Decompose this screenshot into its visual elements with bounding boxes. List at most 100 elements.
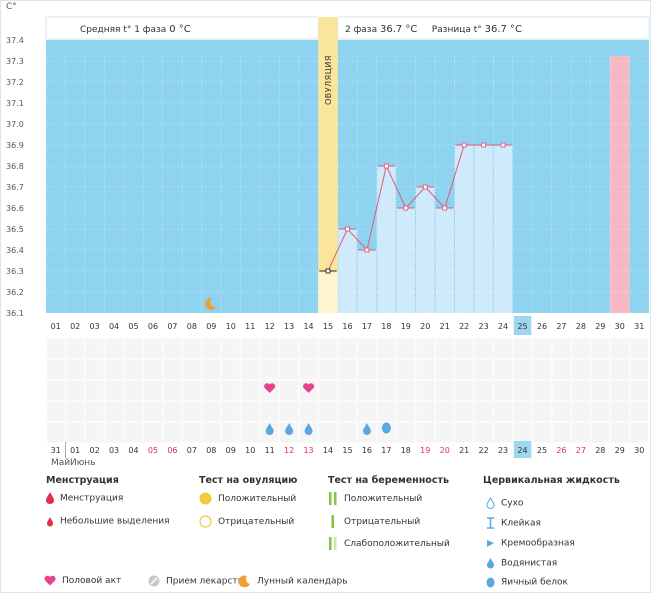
notes-cell [552, 423, 571, 442]
cycle-day-label: 22 [459, 322, 469, 331]
notes-cell [630, 339, 648, 358]
notes-cell [183, 339, 201, 358]
notes-cell [299, 339, 318, 358]
notes-cell [630, 360, 648, 379]
legend-cf-watery: Водянистая [486, 557, 557, 569]
y-tick-label: 37.3 [6, 57, 24, 66]
notes-cell [455, 423, 473, 442]
phase2-value: 36.7 °C [379, 24, 418, 35]
notes-cell [533, 423, 551, 442]
notes-cell [241, 423, 259, 442]
notes-cell [222, 360, 240, 379]
temperature-column [493, 145, 513, 313]
notes-cell [163, 423, 182, 442]
notes-cell [338, 360, 357, 379]
notes-cell [202, 423, 221, 442]
calendar-date-label: 19 [420, 446, 430, 455]
notes-cell [163, 360, 182, 379]
notes-cell [144, 423, 162, 442]
cycle-day-label: 14 [303, 322, 313, 331]
temperature-point [500, 142, 506, 148]
notes-cell [572, 402, 590, 421]
notes-cell [436, 360, 454, 379]
calendar-date-label: 08 [206, 446, 216, 455]
notes-cell [474, 423, 493, 442]
notes-cell [105, 381, 123, 400]
legend-pr-weak: Слабоположительный [328, 537, 450, 550]
notes-cell [377, 339, 396, 358]
calendar-date-label: 04 [128, 446, 138, 455]
notes-cell [397, 381, 415, 400]
notes-cell [85, 381, 104, 400]
notes-cell [280, 402, 298, 421]
phase2-label: 2 фаза [345, 25, 378, 35]
notes-cell [494, 402, 512, 421]
heart-icon [303, 383, 315, 393]
notes-cell [358, 360, 376, 379]
calendar-date-label: 23 [498, 446, 508, 455]
notes-cell [611, 402, 629, 421]
calendar-date-label: 28 [595, 446, 605, 455]
phase1-label: Средняя t° 1 фаза [80, 25, 167, 35]
notes-cell [241, 360, 259, 379]
legend-menstruation: Менструация [46, 492, 123, 504]
notes-cell [47, 339, 65, 358]
notes-cell [144, 360, 162, 379]
notes-cell [611, 360, 629, 379]
temperature-column [416, 187, 435, 313]
notes-cell [241, 402, 259, 421]
notes-cell [358, 339, 376, 358]
calendar-date-label: 31 [51, 446, 61, 455]
calendar-date-label: 05 [148, 446, 158, 455]
small-blood-drop-icon [47, 517, 53, 527]
creamy-icon [487, 540, 494, 547]
calendar-date-label: 07 [187, 446, 197, 455]
cycle-day-label: 01 [51, 322, 61, 331]
legend-pr-negative: Отрицательный [328, 515, 420, 528]
cycle-day-label: 18 [381, 322, 391, 331]
cycle-day-label: 03 [90, 322, 100, 331]
egg-white-icon [381, 422, 391, 434]
temperature-point [364, 247, 370, 253]
notes-cell [572, 381, 590, 400]
notes-cell [533, 381, 551, 400]
moon-icon [238, 575, 250, 587]
notes-cell [241, 339, 259, 358]
notes-cell [494, 360, 512, 379]
calendar-date-label: 22 [479, 446, 489, 455]
notes-cell [338, 339, 357, 358]
calendar-date-label: 27 [576, 446, 586, 455]
ovulation-negative-icon [199, 515, 212, 528]
y-tick-label: 36.6 [6, 204, 24, 213]
calendar-date-label: 03 [109, 446, 119, 455]
notes-cell [358, 402, 376, 421]
notes-cell [494, 423, 512, 442]
notes-cell [416, 402, 434, 421]
legend-cf-dry: Сухо [486, 497, 523, 509]
notes-cell [183, 402, 201, 421]
temperature-point [325, 268, 331, 274]
cycle-day-label: 20 [420, 322, 430, 331]
sticky-icon [487, 517, 494, 529]
temperature-column [357, 250, 377, 313]
notes-cell [85, 339, 104, 358]
notes-cell [630, 381, 648, 400]
legend-intercourse: Половой акт [44, 575, 121, 586]
notes-cell [183, 360, 201, 379]
temperature-column [474, 145, 493, 313]
notes-cell [494, 381, 512, 400]
notes-cell [105, 360, 123, 379]
moon-icon [205, 297, 217, 310]
calendar-date-label: 10 [245, 446, 255, 455]
notes-cell [377, 381, 396, 400]
y-tick-label: 36.8 [6, 162, 24, 171]
y-tick-label: 36.1 [6, 309, 24, 318]
calendar-date-label: 13 [303, 446, 313, 455]
legend-cervical-title: Цервикальная жидкость [483, 475, 620, 486]
heart-icon [44, 575, 56, 586]
notes-cell [47, 381, 65, 400]
notes-cell [377, 402, 396, 421]
cycle-day-label: 15 [323, 322, 333, 331]
legend-lunar: Лунный календарь [237, 575, 348, 587]
